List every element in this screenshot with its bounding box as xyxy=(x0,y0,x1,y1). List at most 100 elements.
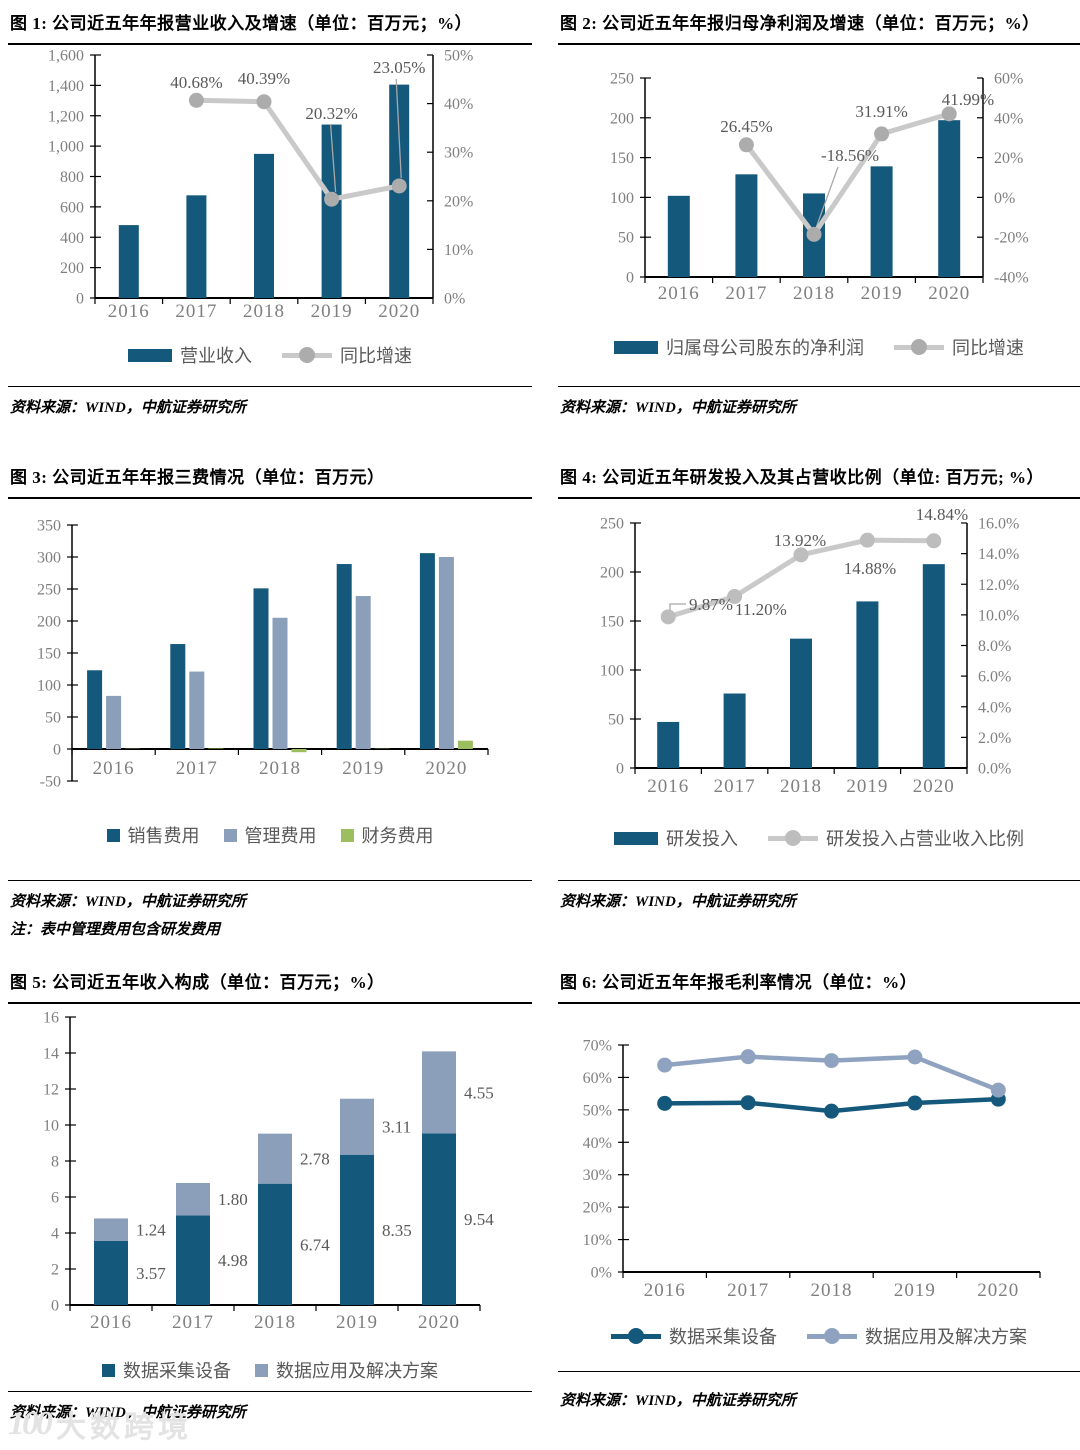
svg-text:30%: 30% xyxy=(583,1167,612,1184)
svg-text:-20%: -20% xyxy=(994,230,1029,247)
svg-text:10%: 10% xyxy=(444,242,473,259)
figure4-panel: 图 4: 公司近五年研发投入及其占营收比例（单位: 百万元; %） 0 50 100… xyxy=(558,460,1080,960)
figure3-note: 注：表中管理费用包含研发费用 xyxy=(10,922,221,938)
figure1-legend: 营业收入 同比增速 xyxy=(8,342,532,368)
svg-text:16: 16 xyxy=(43,1010,59,1027)
legend-label: 数据采集设备 xyxy=(669,1327,777,1347)
svg-text:2016: 2016 xyxy=(644,1280,686,1301)
legend-item: 同比增速 xyxy=(894,334,1024,360)
svg-text:9.54: 9.54 xyxy=(464,1210,494,1229)
svg-text:2018: 2018 xyxy=(780,776,822,797)
legend-label: 数据采集设备 xyxy=(123,1361,231,1381)
legend-label: 同比增速 xyxy=(952,338,1024,358)
legend-item: 营业收入 xyxy=(128,342,252,368)
legend-item: 归属母公司股东的净利润 xyxy=(614,334,864,360)
svg-text:2016: 2016 xyxy=(108,301,150,322)
figure6-legend: 数据采集设备 数据应用及解决方案 xyxy=(558,1323,1080,1349)
svg-text:12.0%: 12.0% xyxy=(978,577,1019,594)
svg-text:400: 400 xyxy=(60,230,84,247)
figure2-source: 资料来源：WIND，中航证券研究所 xyxy=(560,400,796,416)
svg-text:100: 100 xyxy=(610,190,634,207)
svg-text:20%: 20% xyxy=(583,1200,612,1217)
figure3-divider xyxy=(8,880,532,881)
legend-item: 研发投入 xyxy=(614,825,738,851)
figure2-chart: 0 50 100 150 200 250 -40% -20% 0% 20% 40% 60% 2016 20… xyxy=(610,71,1029,305)
svg-text:6: 6 xyxy=(51,1190,59,1207)
figure6-title: 图 6: 公司近五年年报毛利率情况（单位：%） xyxy=(558,965,1080,1004)
legend-swatch xyxy=(340,828,354,842)
svg-text:0: 0 xyxy=(626,270,634,287)
svg-text:2020: 2020 xyxy=(977,1280,1019,1301)
svg-text:16.0%: 16.0% xyxy=(978,516,1019,533)
svg-text:50: 50 xyxy=(618,230,634,247)
svg-text:250: 250 xyxy=(37,582,61,599)
legend-swatch xyxy=(128,348,172,362)
svg-text:200: 200 xyxy=(37,614,61,631)
figure4-divider xyxy=(558,880,1080,881)
svg-text:4.55: 4.55 xyxy=(464,1083,494,1102)
figure2-panel: 图 2: 公司近五年年报归母净利润及增速（单位：百万元；%） 0 50 100 150… xyxy=(558,6,1080,450)
svg-text:2017: 2017 xyxy=(727,1280,769,1301)
svg-text:2017: 2017 xyxy=(714,776,756,797)
figure4-source: 资料来源：WIND，中航证券研究所 xyxy=(560,894,796,910)
legend-swatch xyxy=(106,828,120,842)
svg-text:26.45%: 26.45% xyxy=(720,117,772,136)
legend-label: 研发投入 xyxy=(666,829,738,849)
svg-text:2018: 2018 xyxy=(793,283,835,304)
figure6-divider xyxy=(558,1371,1080,1372)
svg-text:2019: 2019 xyxy=(342,758,384,779)
legend-item: 销售费用 xyxy=(106,822,200,848)
svg-text:11.20%: 11.20% xyxy=(735,600,787,619)
svg-text:2019: 2019 xyxy=(336,1312,378,1333)
legend-label: 销售费用 xyxy=(127,826,200,846)
svg-text:0: 0 xyxy=(53,742,61,759)
svg-text:3.11: 3.11 xyxy=(382,1118,411,1137)
svg-text:14.0%: 14.0% xyxy=(978,546,1019,563)
svg-text:50%: 50% xyxy=(583,1102,612,1119)
svg-text:50%: 50% xyxy=(444,48,473,65)
svg-text:2016: 2016 xyxy=(647,776,689,797)
svg-text:13.92%: 13.92% xyxy=(774,531,826,550)
legend-label: 研发投入占营业收入比例 xyxy=(826,829,1024,849)
legend-item: 数据采集设备 xyxy=(611,1323,777,1349)
svg-text:14.88%: 14.88% xyxy=(844,559,896,578)
svg-text:40.39%: 40.39% xyxy=(238,69,290,88)
watermark-text: 大数跨境 xyxy=(56,1411,192,1444)
svg-text:2: 2 xyxy=(51,1262,59,1279)
svg-text:200: 200 xyxy=(600,565,624,582)
figure1-title: 图 1: 公司近五年年报营业收入及增速（单位：百万元；%） xyxy=(8,6,532,45)
svg-text:1,200: 1,200 xyxy=(48,108,84,125)
svg-text:200: 200 xyxy=(60,260,84,277)
svg-text:0: 0 xyxy=(51,1298,59,1315)
figure5-title: 图 5: 公司近五年收入构成（单位：百万元；%） xyxy=(8,965,532,1004)
figure3-title: 图 3: 公司近五年年报三费情况（单位：百万元） xyxy=(8,460,532,499)
svg-text:3.57: 3.57 xyxy=(136,1264,166,1283)
svg-text:1,600: 1,600 xyxy=(48,48,84,65)
svg-text:300: 300 xyxy=(37,550,61,567)
svg-text:2020: 2020 xyxy=(425,758,467,779)
svg-text:2018: 2018 xyxy=(259,758,301,779)
svg-text:60%: 60% xyxy=(994,71,1023,88)
figure2-legend: 归属母公司股东的净利润 同比增速 xyxy=(558,334,1080,360)
watermark-logo: 100 xyxy=(8,1405,53,1442)
legend-item: 数据采集设备 xyxy=(102,1357,231,1383)
legend-line-swatch xyxy=(611,1328,661,1345)
figure3-legend: 销售费用 管理费用 财务费用 xyxy=(8,822,532,848)
svg-text:9.87%: 9.87% xyxy=(689,595,733,614)
svg-text:20%: 20% xyxy=(994,150,1023,167)
svg-text:0: 0 xyxy=(76,291,84,308)
svg-text:0%: 0% xyxy=(444,291,465,308)
svg-text:70%: 70% xyxy=(583,1038,612,1055)
svg-text:14: 14 xyxy=(43,1046,59,1063)
svg-text:20%: 20% xyxy=(444,193,473,210)
svg-text:2020: 2020 xyxy=(418,1312,460,1333)
legend-swatch xyxy=(255,1363,268,1377)
figure2-divider xyxy=(558,386,1080,387)
svg-text:12: 12 xyxy=(43,1082,59,1099)
svg-text:2016: 2016 xyxy=(658,283,700,304)
svg-text:0: 0 xyxy=(616,761,624,778)
svg-text:150: 150 xyxy=(600,614,624,631)
svg-text:10.0%: 10.0% xyxy=(978,607,1019,624)
svg-text:1,400: 1,400 xyxy=(48,78,84,95)
